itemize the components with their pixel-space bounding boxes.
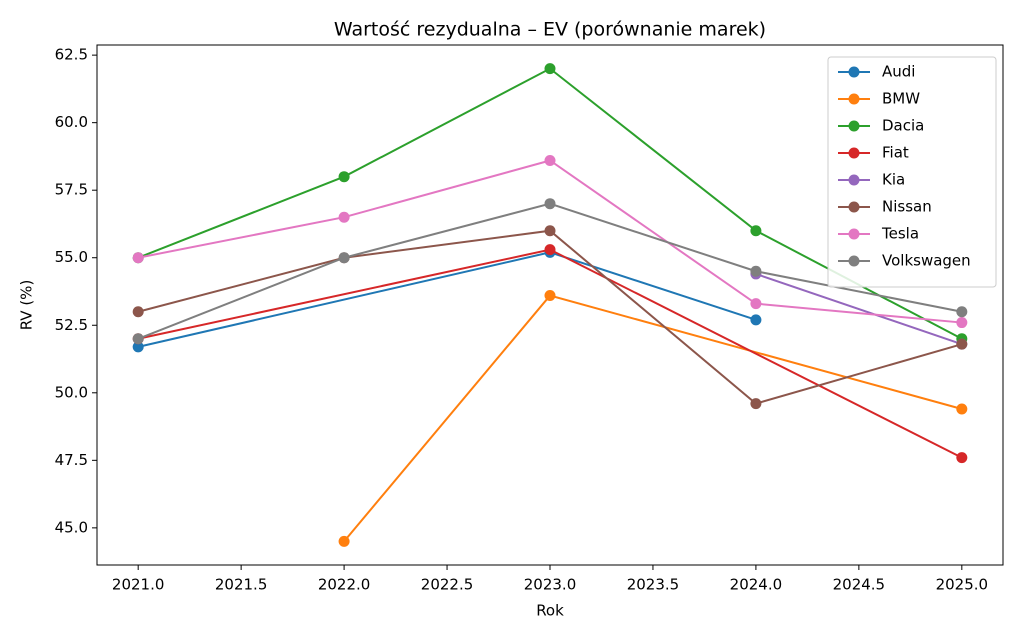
- x-axis-label: Rok: [536, 602, 564, 620]
- legend-marker: [848, 93, 860, 105]
- x-tick-label: 2023.5: [627, 576, 680, 594]
- legend-label: BMW: [882, 90, 920, 108]
- legend-box: [827, 56, 997, 288]
- x-tick-label: 2024.0: [730, 576, 783, 594]
- y-tick-label: 47.5: [55, 451, 88, 469]
- point: [750, 298, 762, 310]
- point: [750, 265, 762, 277]
- y-tick-label: 60.0: [55, 113, 88, 131]
- point: [750, 225, 762, 237]
- point: [750, 314, 762, 326]
- y-tick-label: 62.5: [55, 46, 88, 64]
- legend-label: Nissan: [882, 198, 932, 216]
- point: [132, 333, 144, 345]
- point: [956, 317, 968, 329]
- legend-label: Fiat: [882, 144, 909, 162]
- x-tick-label: 2021.5: [215, 576, 268, 594]
- y-tick-label: 52.5: [55, 316, 88, 334]
- series-line: [755, 272, 963, 346]
- legend-label: Dacia: [882, 117, 924, 135]
- point: [338, 535, 350, 547]
- legend-marker: [848, 120, 860, 132]
- legend-label: Audi: [882, 63, 915, 81]
- plot-frame: [96, 44, 1004, 566]
- legend-label: Volkswagen: [882, 252, 971, 270]
- point: [544, 225, 556, 237]
- y-axis-label: RV (%): [18, 280, 36, 331]
- point: [956, 338, 968, 350]
- point: [338, 211, 350, 223]
- x-tick-label: 2025.0: [936, 576, 989, 594]
- legend-marker: [848, 201, 860, 213]
- chart-title: Wartość rezydualna – EV (porównanie mare…: [334, 19, 766, 41]
- point: [956, 306, 968, 318]
- legend-label: Kia: [882, 171, 905, 189]
- x-tick-label: 2024.5: [833, 576, 886, 594]
- point: [132, 341, 144, 353]
- point: [132, 252, 144, 264]
- legend-marker: [848, 228, 860, 240]
- y-tick-label: 55.0: [55, 248, 88, 266]
- y-tick-label: 50.0: [55, 383, 88, 401]
- x-tick-label: 2022.0: [318, 576, 371, 594]
- point: [338, 252, 350, 264]
- legend-marker: [848, 66, 860, 78]
- point: [544, 63, 556, 75]
- point: [956, 452, 968, 464]
- legend-label: Tesla: [881, 225, 919, 243]
- point: [132, 306, 144, 318]
- point: [544, 290, 556, 302]
- point: [750, 398, 762, 410]
- legend-marker: [848, 174, 860, 186]
- x-tick-label: 2023.0: [524, 576, 577, 594]
- y-tick-label: 45.0: [55, 518, 88, 536]
- legend-marker: [848, 147, 860, 159]
- y-tick-label: 57.5: [55, 181, 88, 199]
- point: [544, 244, 556, 256]
- point: [544, 154, 556, 166]
- point: [338, 171, 350, 183]
- point: [544, 198, 556, 210]
- point: [956, 403, 968, 415]
- x-tick-label: 2021.0: [112, 576, 165, 594]
- legend-marker: [848, 255, 860, 267]
- x-tick-label: 2022.5: [421, 576, 474, 594]
